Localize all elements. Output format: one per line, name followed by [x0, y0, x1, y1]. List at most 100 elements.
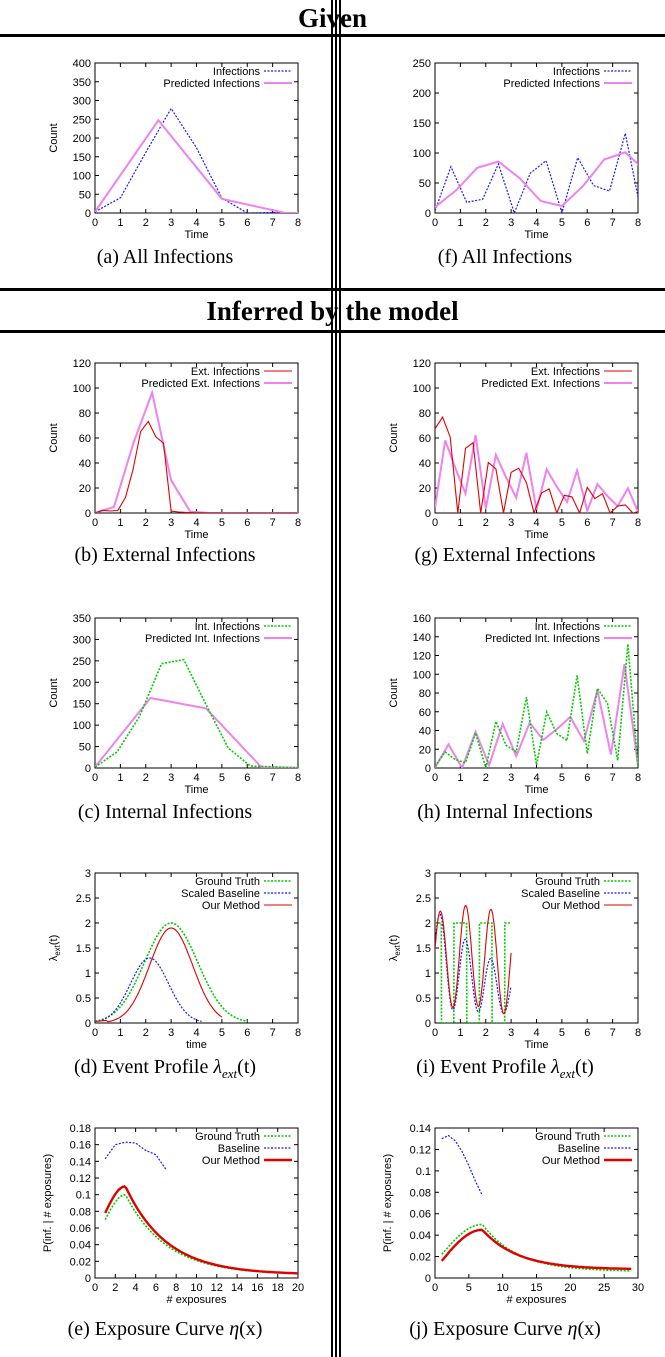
- divider-right: [339, 0, 341, 1357]
- y-tick-label: 20: [419, 483, 431, 495]
- y-tick-label: 60: [79, 433, 91, 445]
- y-tick-label: 100: [73, 171, 91, 183]
- legend-label: Predicted Infections: [503, 78, 600, 90]
- y-tick-label: 0.02: [70, 1256, 91, 1268]
- x-tick-label: 18: [272, 1282, 284, 1294]
- x-tick-label: 16: [251, 1282, 263, 1294]
- series-line-baseline: [104, 1141, 167, 1171]
- y-tick-label: 250: [73, 114, 91, 126]
- y-tick-label: 100: [413, 669, 431, 681]
- x-tick-label: 0: [92, 1282, 98, 1294]
- y-axis-label: Count: [388, 423, 400, 452]
- y-tick-label: 0: [425, 208, 431, 220]
- y-tick-label: 100: [73, 383, 91, 395]
- legend-label: Baseline: [218, 1143, 260, 1155]
- y-tick-label: 40: [419, 726, 431, 738]
- legend-label: Int. Infections: [535, 621, 601, 633]
- x-tick-label: 7: [270, 772, 276, 784]
- y-tick-label: 40: [79, 458, 91, 470]
- y-tick-label: 2.5: [416, 893, 431, 905]
- y-tick-label: 120: [413, 651, 431, 663]
- y-tick-label: 100: [413, 148, 431, 160]
- y-axis-label: Count: [48, 678, 60, 707]
- x-tick-label: 20: [564, 1282, 576, 1294]
- y-tick-label: 0.04: [410, 1230, 431, 1242]
- legend-label: Predicted Int. Infections: [145, 633, 260, 645]
- x-tick-label: 1: [457, 1027, 463, 1039]
- y-tick-label: 80: [419, 688, 431, 700]
- x-tick-label: 1: [117, 517, 123, 529]
- legend-label: Infections: [213, 66, 261, 78]
- x-tick-label: 7: [270, 217, 276, 229]
- y-tick-label: 0.06: [70, 1223, 91, 1235]
- x-tick-label: 5: [466, 1282, 472, 1294]
- y-tick-label: 0.1: [416, 1166, 431, 1178]
- y-tick-label: 1.5: [76, 943, 91, 955]
- legend-label: Ground Truth: [535, 1131, 600, 1143]
- y-tick-label: 60: [419, 433, 431, 445]
- y-tick-label: 0.02: [410, 1252, 431, 1264]
- x-tick-label: 10: [190, 1282, 202, 1294]
- legend-label: Predicted Infections: [163, 78, 260, 90]
- y-tick-label: 350: [73, 77, 91, 89]
- y-axis-label: P(inf. | # exposures): [42, 1154, 54, 1252]
- legend-label: Int. Infections: [195, 621, 261, 633]
- y-axis-label: λext(t): [388, 935, 402, 962]
- y-tick-label: 250: [413, 58, 431, 70]
- chart-a: 0 1 2 3 4 5 6 7 8 0 50 100 150 200 250 300 350 400 Time Cou…: [48, 58, 301, 241]
- x-tick-label: 4: [533, 1027, 539, 1039]
- y-tick-label: 0.18: [70, 1123, 91, 1135]
- caption-c: (c) Internal Infections: [77, 801, 253, 823]
- x-tick-label: 2: [143, 517, 149, 529]
- x-tick-label: 3: [508, 517, 514, 529]
- legend-label: Our Method: [542, 900, 600, 912]
- legend-label: Predicted Int. Infections: [485, 633, 600, 645]
- x-tick-label: 6: [244, 772, 250, 784]
- x-tick-label: 4: [193, 1027, 199, 1039]
- series-line-ground-truth: [95, 922, 248, 1023]
- y-tick-label: 0.5: [416, 993, 431, 1005]
- y-tick-label: 50: [419, 178, 431, 190]
- x-tick-label: 12: [211, 1282, 223, 1294]
- series-line-ground-truth: [441, 1223, 632, 1272]
- y-tick-label: 40: [419, 458, 431, 470]
- y-tick-label: 0.14: [70, 1156, 91, 1168]
- x-tick-label: 6: [244, 1027, 250, 1039]
- y-tick-label: 300: [73, 634, 91, 646]
- legend-label: Our Method: [202, 900, 260, 912]
- y-tick-label: 150: [413, 118, 431, 130]
- x-axis-label: time: [186, 1039, 207, 1051]
- x-tick-label: 0: [432, 1282, 438, 1294]
- y-tick-label: 0.08: [410, 1187, 431, 1199]
- caption-d: (d) Event Profile λext(t): [73, 1056, 257, 1081]
- caption-g: (g) External Infections: [414, 544, 596, 566]
- x-tick-label: 7: [610, 217, 616, 229]
- series-line-our-method: [435, 905, 512, 1015]
- x-tick-label: 3: [168, 217, 174, 229]
- y-tick-label: 80: [419, 408, 431, 420]
- series-line-baseline: [441, 1134, 483, 1196]
- x-tick-label: 6: [584, 517, 590, 529]
- caption-j: (j) Exposure Curve η(x): [409, 1318, 601, 1340]
- y-tick-label: 1: [425, 968, 431, 980]
- x-tick-label: 1: [457, 517, 463, 529]
- x-tick-label: 5: [559, 217, 565, 229]
- caption-a: (a) All Infections: [96, 246, 234, 268]
- y-tick-label: 100: [413, 383, 431, 395]
- y-tick-label: 2: [425, 918, 431, 930]
- chart-c: 0 1 2 3 4 5 6 7 8 0 50 100 150 200 250 300 350 Time Count I…: [48, 613, 301, 796]
- y-tick-label: 0.12: [410, 1144, 431, 1156]
- x-tick-label: 3: [168, 1027, 174, 1039]
- x-tick-label: 0: [432, 1027, 438, 1039]
- y-tick-label: 100: [73, 720, 91, 732]
- x-tick-label: 6: [584, 217, 590, 229]
- x-tick-label: 4: [193, 217, 199, 229]
- y-tick-label: 0: [85, 763, 91, 775]
- y-tick-label: 0: [85, 1018, 91, 1030]
- series-line-predicted-infections: [95, 118, 298, 213]
- x-tick-label: 8: [635, 772, 641, 784]
- legend-label: Predicted Ext. Infections: [481, 378, 600, 390]
- x-tick-label: 5: [219, 217, 225, 229]
